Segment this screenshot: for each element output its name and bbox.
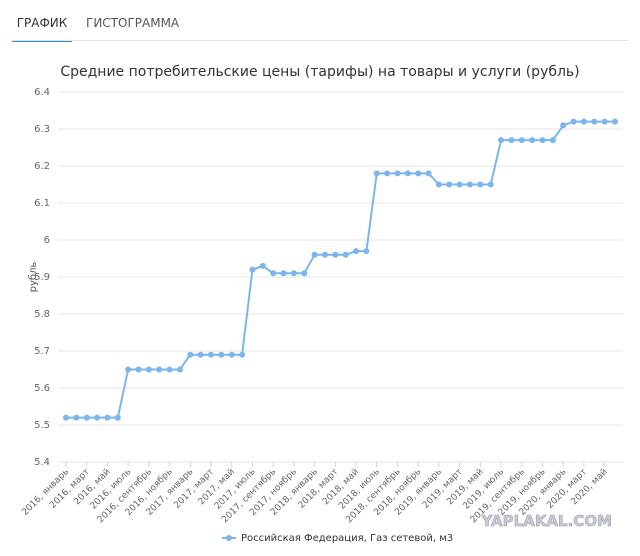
data-point [94, 414, 101, 421]
data-point [187, 351, 194, 358]
y-tick-label: 5.6 [34, 383, 50, 394]
data-point [384, 170, 391, 177]
data-point [135, 366, 142, 373]
data-point [601, 118, 608, 125]
data-point [259, 262, 266, 269]
data-point [342, 251, 349, 258]
data-point [446, 181, 453, 188]
data-point [104, 414, 111, 421]
data-point [290, 270, 297, 277]
data-point [166, 366, 173, 373]
data-point [239, 351, 246, 358]
data-point [456, 181, 463, 188]
data-point [549, 137, 556, 144]
data-point [373, 170, 380, 177]
data-point [487, 181, 494, 188]
data-point [63, 414, 69, 421]
data-point [529, 137, 536, 144]
legend-label: Российская Федерация, Газ сетевой, м3 [241, 533, 453, 544]
data-point [249, 266, 256, 273]
data-point [580, 118, 587, 125]
data-point [125, 366, 132, 373]
data-point [570, 118, 577, 125]
y-tick-label: 6 [44, 235, 50, 246]
y-tick-label: 5.8 [34, 309, 50, 320]
data-point [591, 118, 598, 125]
data-point [560, 122, 567, 129]
data-point [466, 181, 473, 188]
y-tick-label: 6.3 [34, 124, 50, 135]
data-point [321, 251, 328, 258]
data-point [156, 366, 163, 373]
legend-marker [226, 535, 232, 541]
tab-chart[interactable]: ГРАФИК [12, 10, 72, 42]
tab-divider [12, 40, 628, 41]
data-point [73, 414, 80, 421]
data-point [145, 366, 152, 373]
data-point [404, 170, 411, 177]
y-axis-label: рубль [28, 262, 39, 293]
data-point [114, 414, 121, 421]
data-point [539, 137, 546, 144]
data-point [83, 414, 90, 421]
data-point [394, 170, 401, 177]
y-tick-label: 6.4 [34, 87, 50, 98]
data-point [518, 137, 525, 144]
data-point [311, 251, 318, 258]
data-point [228, 351, 235, 358]
data-point [498, 137, 505, 144]
chart-title: Средние потребительские цены (тарифы) на… [60, 64, 579, 80]
data-point [176, 366, 183, 373]
data-point [301, 270, 308, 277]
y-tick-label: 6.2 [34, 161, 50, 172]
data-point [218, 351, 225, 358]
data-point [353, 248, 360, 255]
data-point [332, 251, 339, 258]
y-tick-label: 5.7 [34, 346, 50, 357]
y-tick-label: 5.4 [34, 457, 50, 468]
data-point [508, 137, 515, 144]
data-point [435, 181, 442, 188]
data-point [425, 170, 432, 177]
data-point [197, 351, 204, 358]
data-point [477, 181, 484, 188]
watermark: YAPLAKAL.COM [481, 512, 612, 530]
data-point [612, 118, 618, 125]
data-point [363, 248, 370, 255]
data-point [280, 270, 287, 277]
y-tick-label: 6.1 [34, 198, 50, 209]
y-tick-label: 5.9 [34, 272, 50, 283]
y-tick-label: 5.5 [34, 420, 50, 431]
data-point [270, 270, 277, 277]
data-point [208, 351, 215, 358]
data-point [415, 170, 422, 177]
tab-histogram[interactable]: ГИСТОГРАММА [86, 16, 180, 30]
